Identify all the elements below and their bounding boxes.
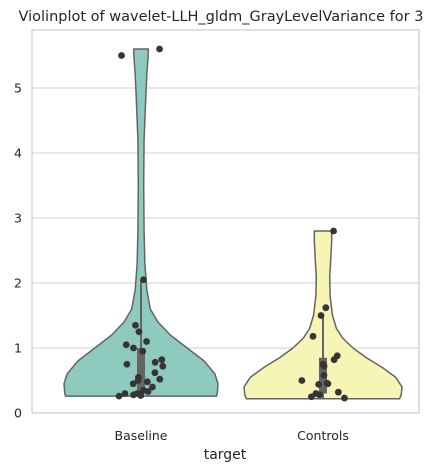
data-point [330, 356, 338, 364]
y-tick-label-3: 3 [14, 211, 22, 226]
data-point [118, 52, 125, 59]
data-point [309, 332, 317, 340]
data-point [140, 276, 147, 284]
y-tick-label-4: 4 [14, 146, 22, 161]
violin-baseline [63, 48, 219, 397]
data-point [320, 362, 328, 370]
data-point [151, 358, 159, 366]
data-point [143, 378, 151, 386]
y-axis: 0 1 2 3 4 5 [14, 81, 22, 421]
data-point [130, 344, 137, 352]
data-point [316, 391, 323, 399]
data-point [144, 388, 152, 395]
data-point [298, 377, 306, 384]
violins [63, 45, 403, 402]
x-axis: Baseline Controls [115, 428, 349, 443]
data-point [156, 45, 163, 53]
chart-title: Violinplot of wavelet-LLH_gldm_GrayLevel… [19, 9, 424, 25]
data-point [139, 347, 147, 355]
data-point [320, 371, 328, 379]
data-point [324, 380, 332, 388]
y-tick-label-5: 5 [14, 81, 22, 96]
y-tick-label-0: 0 [14, 406, 22, 421]
x-axis-label: target [204, 447, 247, 463]
data-point [121, 390, 129, 397]
data-point [122, 341, 130, 349]
data-point [151, 369, 159, 377]
y-tick-label-2: 2 [14, 276, 22, 291]
data-point [156, 375, 164, 383]
data-point [115, 392, 123, 400]
data-point [334, 388, 342, 396]
data-point [341, 394, 348, 402]
x-tick-label-baseline: Baseline [115, 428, 168, 443]
data-point [308, 393, 315, 401]
data-point [130, 391, 137, 399]
data-point [159, 362, 167, 370]
data-point [330, 227, 337, 235]
data-point [137, 392, 145, 399]
data-point [315, 381, 323, 388]
iqr-box-baseline [137, 348, 145, 394]
data-point [135, 328, 143, 336]
data-point [322, 304, 330, 312]
data-point [129, 380, 137, 388]
x-tick-label-controls: Controls [297, 428, 349, 443]
data-point [143, 338, 150, 345]
data-point [158, 356, 166, 364]
data-point [123, 360, 131, 368]
data-point [149, 383, 156, 391]
y-tick-label-1: 1 [14, 341, 22, 356]
data-point [134, 377, 142, 384]
data-point [132, 321, 139, 329]
data-point [317, 312, 325, 319]
